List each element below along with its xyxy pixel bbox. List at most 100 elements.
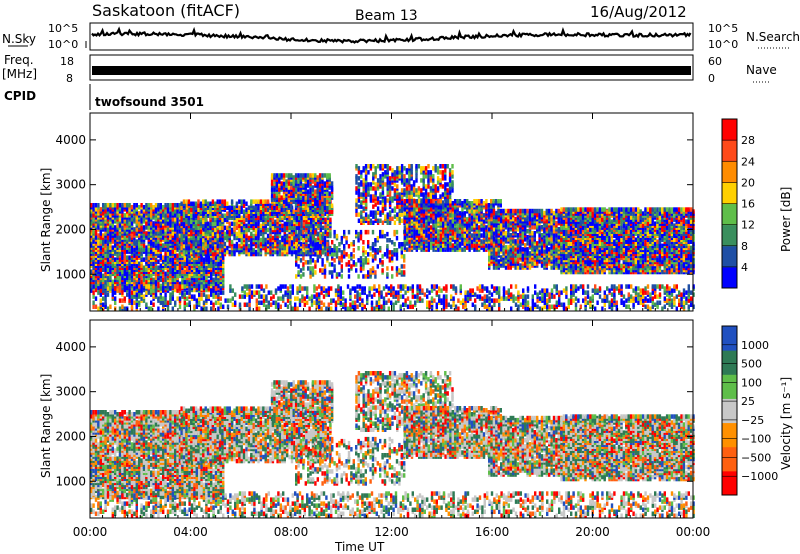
range-gate-cell	[432, 215, 435, 220]
range-gate-cell	[240, 225, 243, 231]
range-gate-cell	[133, 217, 136, 222]
range-gate-cell	[106, 267, 110, 272]
range-gate-cell	[306, 207, 310, 212]
range-gate-cell	[290, 245, 294, 251]
range-gate-cell	[102, 283, 105, 289]
range-gate-cell	[424, 174, 428, 179]
range-gate-cell	[386, 212, 389, 217]
range-gate-cell	[304, 260, 307, 265]
range-gate-cell	[118, 203, 122, 208]
range-gate-cell	[393, 192, 397, 197]
range-gate-cell	[400, 242, 403, 247]
range-gate-cell	[157, 265, 160, 270]
range-gate-cell	[379, 200, 382, 205]
range-gate-cell	[242, 213, 246, 218]
range-gate-cell	[420, 192, 423, 197]
range-gate-cell	[114, 225, 117, 230]
range-gate-cell	[403, 211, 406, 216]
range-gate-cell	[187, 215, 191, 221]
range-gate-cell	[448, 176, 452, 181]
range-gate-cell	[444, 182, 447, 187]
range-gate-cell	[410, 184, 413, 189]
range-gate-cell	[304, 177, 307, 182]
range-gate-cell	[169, 213, 172, 218]
range-gate-cell	[323, 274, 327, 279]
range-gate-cell	[204, 249, 207, 255]
range-gate-cell	[128, 255, 131, 260]
range-gate-cell	[333, 244, 336, 249]
range-gate-cell	[302, 272, 305, 277]
range-gate-cell	[176, 253, 179, 258]
range-gate-cell	[418, 229, 421, 234]
range-gate-cell	[306, 173, 310, 178]
range-gate-cell	[123, 267, 126, 272]
range-gate-cell	[102, 203, 105, 208]
range-gate-cell	[292, 199, 295, 204]
range-gate-cell	[145, 255, 148, 260]
range-gate-cell	[355, 198, 358, 203]
range-gate-cell	[340, 254, 343, 259]
range-gate-cell	[413, 203, 416, 208]
range-gate-cell	[128, 283, 131, 289]
range-gate-cell	[169, 203, 172, 208]
range-gate-cell	[417, 194, 421, 199]
range-gate-cell	[408, 186, 411, 191]
range-gate-cell	[451, 243, 454, 248]
range-gate-cell	[266, 221, 270, 227]
range-gate-cell	[328, 173, 331, 178]
range-gate-cell	[290, 185, 293, 190]
range-gate-cell	[309, 258, 312, 263]
range-gate-cell	[422, 229, 426, 234]
range-gate-cell	[425, 199, 428, 204]
range-gate-cell	[302, 244, 305, 249]
range-gate-cell	[446, 243, 450, 248]
range-gate-cell	[391, 256, 394, 261]
range-gate-cell	[145, 203, 148, 208]
range-gate-cell	[142, 265, 146, 270]
range-gate-cell	[430, 207, 433, 212]
range-gate-cell	[282, 181, 286, 186]
range-gate-cell	[275, 173, 279, 178]
range-gate-cell	[145, 279, 148, 285]
range-gate-cell	[403, 182, 406, 187]
range-gate-cell	[202, 267, 206, 272]
range-gate-cell	[439, 233, 442, 238]
range-gate-cell	[281, 235, 284, 241]
range-gate-cell	[318, 209, 322, 214]
range-gate-cell	[321, 173, 324, 178]
range-gate-cell	[371, 229, 375, 235]
range-gate-cell	[182, 227, 186, 233]
range-gate-cell	[257, 199, 260, 204]
range-gate-cell	[372, 176, 375, 181]
range-gate-cell	[367, 252, 370, 257]
range-gate-cell	[240, 209, 243, 214]
range-gate-cell	[374, 170, 377, 175]
range-gate-cell	[422, 245, 426, 250]
range-gate-cell	[359, 266, 363, 271]
range-gate-cell	[294, 179, 298, 184]
range-gate-cell	[126, 255, 129, 260]
range-gate-cell	[410, 170, 413, 175]
range-gate-cell	[396, 170, 399, 175]
range-gate-cell	[116, 235, 119, 240]
range-gate-cell	[321, 250, 324, 255]
range-gate-cell	[295, 254, 298, 259]
range-gate-cell	[408, 207, 411, 212]
range-gate-cell	[194, 223, 198, 229]
range-gate-cell	[328, 209, 331, 214]
range-gate-cell	[200, 261, 203, 266]
range-gate-cell	[323, 240, 327, 245]
range-gate-cell	[446, 212, 449, 217]
range-gate-cell	[364, 212, 368, 217]
range-gate-cell	[266, 215, 270, 221]
range-gate-cell	[436, 180, 440, 185]
range-gate-cell	[418, 237, 421, 242]
range-gate-cell	[403, 235, 406, 240]
range-gate-cell	[206, 243, 210, 249]
range-gate-cell	[235, 209, 239, 214]
range-gate-cell	[374, 166, 377, 171]
range-gate-cell	[405, 168, 409, 173]
range-gate-cell	[247, 219, 251, 225]
range-gate-cell	[138, 221, 141, 226]
range-gate-cell	[262, 237, 265, 243]
